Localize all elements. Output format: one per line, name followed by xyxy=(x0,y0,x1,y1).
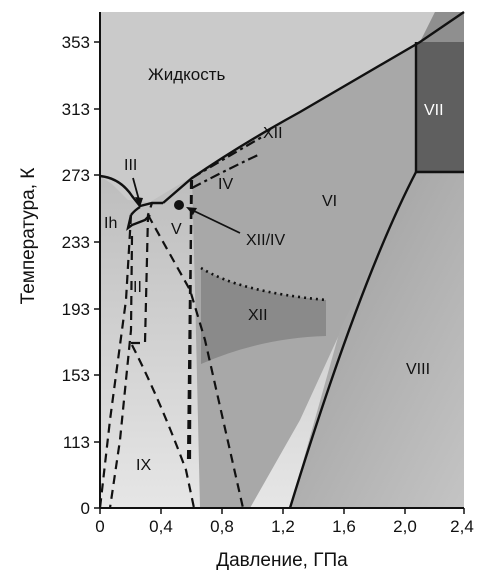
x-tick-label: 0 xyxy=(95,517,104,536)
x-tick-label: 0,4 xyxy=(149,517,173,536)
iii-pointer-arrowhead xyxy=(135,197,143,207)
vi-label: VI xyxy=(322,193,337,210)
y-tick-label: 193 xyxy=(62,300,90,319)
x-tick-label: 2,4 xyxy=(450,517,474,536)
y-ticks xyxy=(94,41,100,509)
y-tick-label: 113 xyxy=(63,433,90,452)
xii-upper-dashdot xyxy=(191,136,263,179)
xii-lower-label: XII xyxy=(248,307,268,324)
ih-iii-boundary xyxy=(130,205,141,216)
iv-label: IV xyxy=(218,176,233,193)
ih-ii-boundary xyxy=(126,214,151,231)
xii-iv-pointer-line xyxy=(191,209,241,234)
ii-v-dashed xyxy=(147,214,245,509)
iii-label: III xyxy=(124,157,137,174)
viii-label: VIII xyxy=(406,361,430,378)
y-tick-label: 233 xyxy=(62,233,90,252)
vii-region xyxy=(416,42,464,172)
viii-region xyxy=(290,172,464,508)
xii-iv-pointer-arrowhead xyxy=(186,207,197,215)
xii-upper-label: XII xyxy=(263,125,283,142)
liquid-region xyxy=(100,12,435,202)
ii-label: II xyxy=(133,279,142,296)
xii-iv-label: XII/IV xyxy=(246,232,285,249)
vii-label: VII xyxy=(424,102,444,119)
ii-ix-dashed xyxy=(131,344,196,509)
ih-label: Ih xyxy=(104,215,117,232)
xii-iv-dashdot xyxy=(191,154,259,189)
liquid-label: Жидкость xyxy=(148,65,225,84)
xii-iv-point-marker xyxy=(174,200,184,210)
x-tick-label: 1,6 xyxy=(332,517,356,536)
iv-v-dashed-vertical xyxy=(188,179,193,461)
vi-region xyxy=(190,42,420,508)
x-tick-label: 2,0 xyxy=(393,517,417,536)
y-tick-label: 273 xyxy=(62,166,90,185)
x-axis-title: Давление, ГПа xyxy=(216,550,348,571)
x-ticks xyxy=(99,508,465,514)
v-label: V xyxy=(171,221,182,238)
vi-viii-boundary xyxy=(288,171,418,509)
x-tick-label: 1,2 xyxy=(271,517,295,536)
xii-patch-dotted-boundary xyxy=(200,266,327,302)
y-tick-label: 0 xyxy=(81,499,90,518)
xii-patch xyxy=(201,268,326,364)
y-axis-title: Температура, К xyxy=(18,168,39,305)
y-tick-label: 153 xyxy=(62,366,90,385)
x-tick-label: 0,8 xyxy=(210,517,234,536)
iii-pointer-line xyxy=(132,177,140,201)
y-tick-label: 313 xyxy=(62,100,90,119)
ii-dashed-right xyxy=(131,202,154,345)
y-tick-label: 353 xyxy=(62,33,90,52)
ii-dashed-left xyxy=(108,235,134,509)
ix-label: IX xyxy=(136,457,151,474)
